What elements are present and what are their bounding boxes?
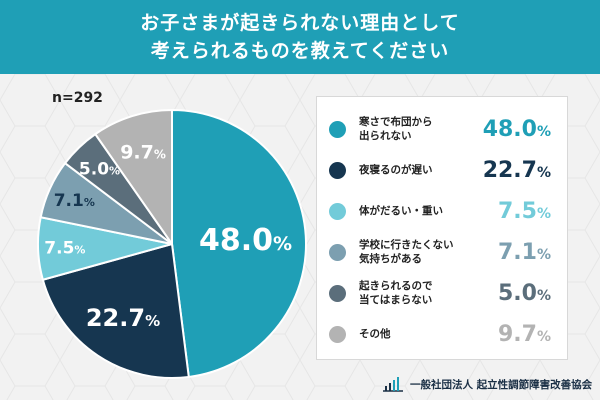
legend-item: その他 9.7%	[317, 314, 567, 354]
footer: 一般社団法人 起立性調節障害改善協会	[382, 376, 592, 392]
organization-name: 一般社団法人 起立性調節障害改善協会	[410, 378, 593, 391]
title-line-2: 考えられるものを教えてください	[150, 40, 450, 62]
pie-chart: 48.0% 22.7% 7.5% 7.1% 5.0%9.7%	[37, 108, 307, 379]
legend-label: 学校に行きたくない 気持ちがある	[359, 239, 454, 265]
legend-item: 体がだるい・重い 7.5%	[317, 191, 567, 231]
legend-value: 48.0%	[482, 116, 551, 142]
legend-swatch	[329, 120, 346, 138]
sample-size: n=292	[52, 90, 103, 106]
legend-item: 学校に行きたくない 気持ちがある 7.1%	[317, 232, 567, 272]
slice-data-label: 7.5%	[44, 239, 85, 259]
legend-value: 9.7%	[497, 321, 551, 347]
title-line-1: お子さまが起きられない理由として	[140, 12, 460, 34]
chart-title: お子さまが起きられない理由として 考えられるものを教えてください	[0, 0, 600, 74]
legend-item: 夜寝るのが遅い 22.7%	[317, 150, 567, 190]
legend-swatch	[329, 325, 346, 343]
slice-data-label: 48.0%	[199, 223, 292, 258]
pie-slice	[41, 242, 190, 379]
legend-label: 夜寝るのが遅い	[359, 164, 433, 176]
slice-data-label: 22.7%	[86, 304, 160, 332]
legend-swatch	[329, 202, 346, 220]
legend-value: 7.1%	[497, 239, 551, 265]
legend-item: 起きられるので 当てはまらない 5.0%	[317, 273, 567, 313]
legend-value: 5.0%	[497, 280, 551, 306]
legend-value: 7.5%	[497, 198, 551, 224]
pie-slice	[93, 108, 173, 248]
legend-item: 寒さで布団から 出られない 48.0%	[317, 109, 567, 149]
legend-label: 体がだるい・重い	[359, 205, 443, 217]
legend-value: 22.7%	[482, 157, 551, 183]
slice-data-label: 7.1%	[54, 191, 95, 211]
legend-label: 寒さで布団から 出られない	[359, 116, 433, 142]
organization-logo-icon	[383, 377, 403, 392]
slice-data-label: 9.7%	[120, 142, 166, 164]
legend-label: その他	[359, 328, 391, 340]
pie-slice	[171, 108, 307, 379]
legend-swatch	[329, 243, 346, 261]
legend-swatch	[329, 284, 346, 302]
legend-label: 起きられるので 当てはまらない	[359, 280, 433, 306]
slice-data-label: 5.0%	[79, 160, 120, 180]
legend-swatch	[329, 161, 346, 179]
legend: 寒さで布団から 出られない 48.0% 夜寝るのが遅い 22.7% 体がだるい・重い 7.5…	[316, 96, 568, 360]
